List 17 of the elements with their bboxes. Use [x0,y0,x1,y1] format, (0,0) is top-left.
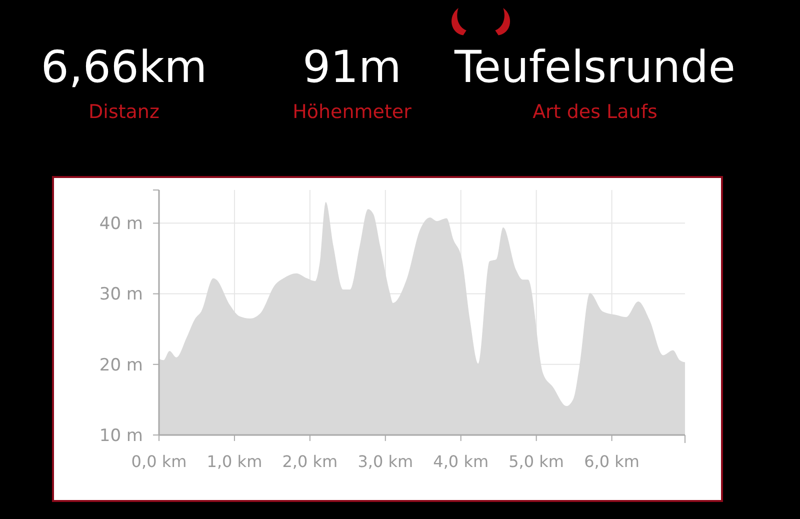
x-tick-label: 4,0 km [433,452,489,471]
text: Distanz [88,101,160,123]
y-tick-label: 30 m [99,284,143,305]
y-tick-label: 20 m [99,355,143,376]
text: Höhenmeter [292,101,412,123]
y-tick-label: 40 m [99,214,143,234]
y-tick-label: 10 m [99,426,143,446]
x-tick-label: 3,0 km [358,452,414,471]
text: Art des Laufs [532,101,658,123]
x-tick-label: 2,0 km [282,452,338,471]
text: 91m [302,42,402,93]
x-tick-label: 1,0 km [206,452,262,471]
x-tick-label: 0,0 km [131,452,187,471]
x-tick-label: 6,0 km [584,452,640,471]
x-tick-label: 5,0 km [508,452,564,471]
text: Teufelsrunde [454,42,736,93]
text: 6,66km [40,42,208,93]
